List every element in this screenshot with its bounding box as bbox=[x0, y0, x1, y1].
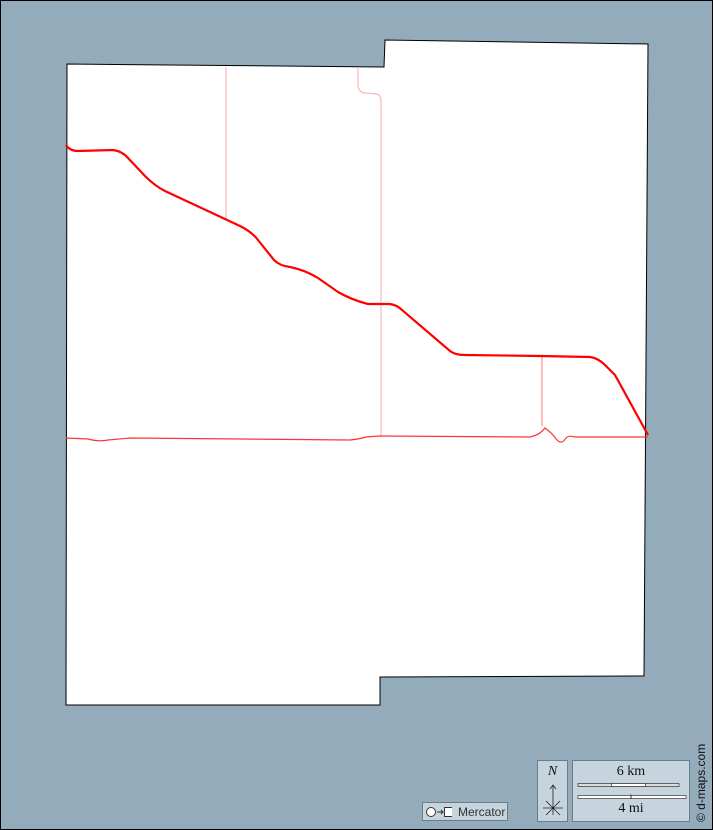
major-road bbox=[65, 144, 649, 436]
scale-bar: 6 km 4 mi bbox=[572, 760, 690, 822]
credit-text: © d-maps.com bbox=[694, 743, 708, 822]
north-label: N bbox=[547, 764, 558, 779]
county-boundary bbox=[65, 39, 649, 706]
scale-km-label: 6 km bbox=[616, 764, 646, 779]
projection-label: Mercator bbox=[458, 804, 506, 819]
compass-icon bbox=[543, 784, 563, 816]
scale-bars bbox=[577, 783, 687, 799]
circle-to-square-icon bbox=[426, 806, 452, 817]
scale-mi-label: 4 mi bbox=[618, 801, 644, 816]
projection-badge: Mercator bbox=[422, 802, 508, 821]
minor-road bbox=[357, 68, 382, 437]
north-arrow: N bbox=[537, 760, 568, 822]
secondary-road bbox=[65, 427, 648, 443]
